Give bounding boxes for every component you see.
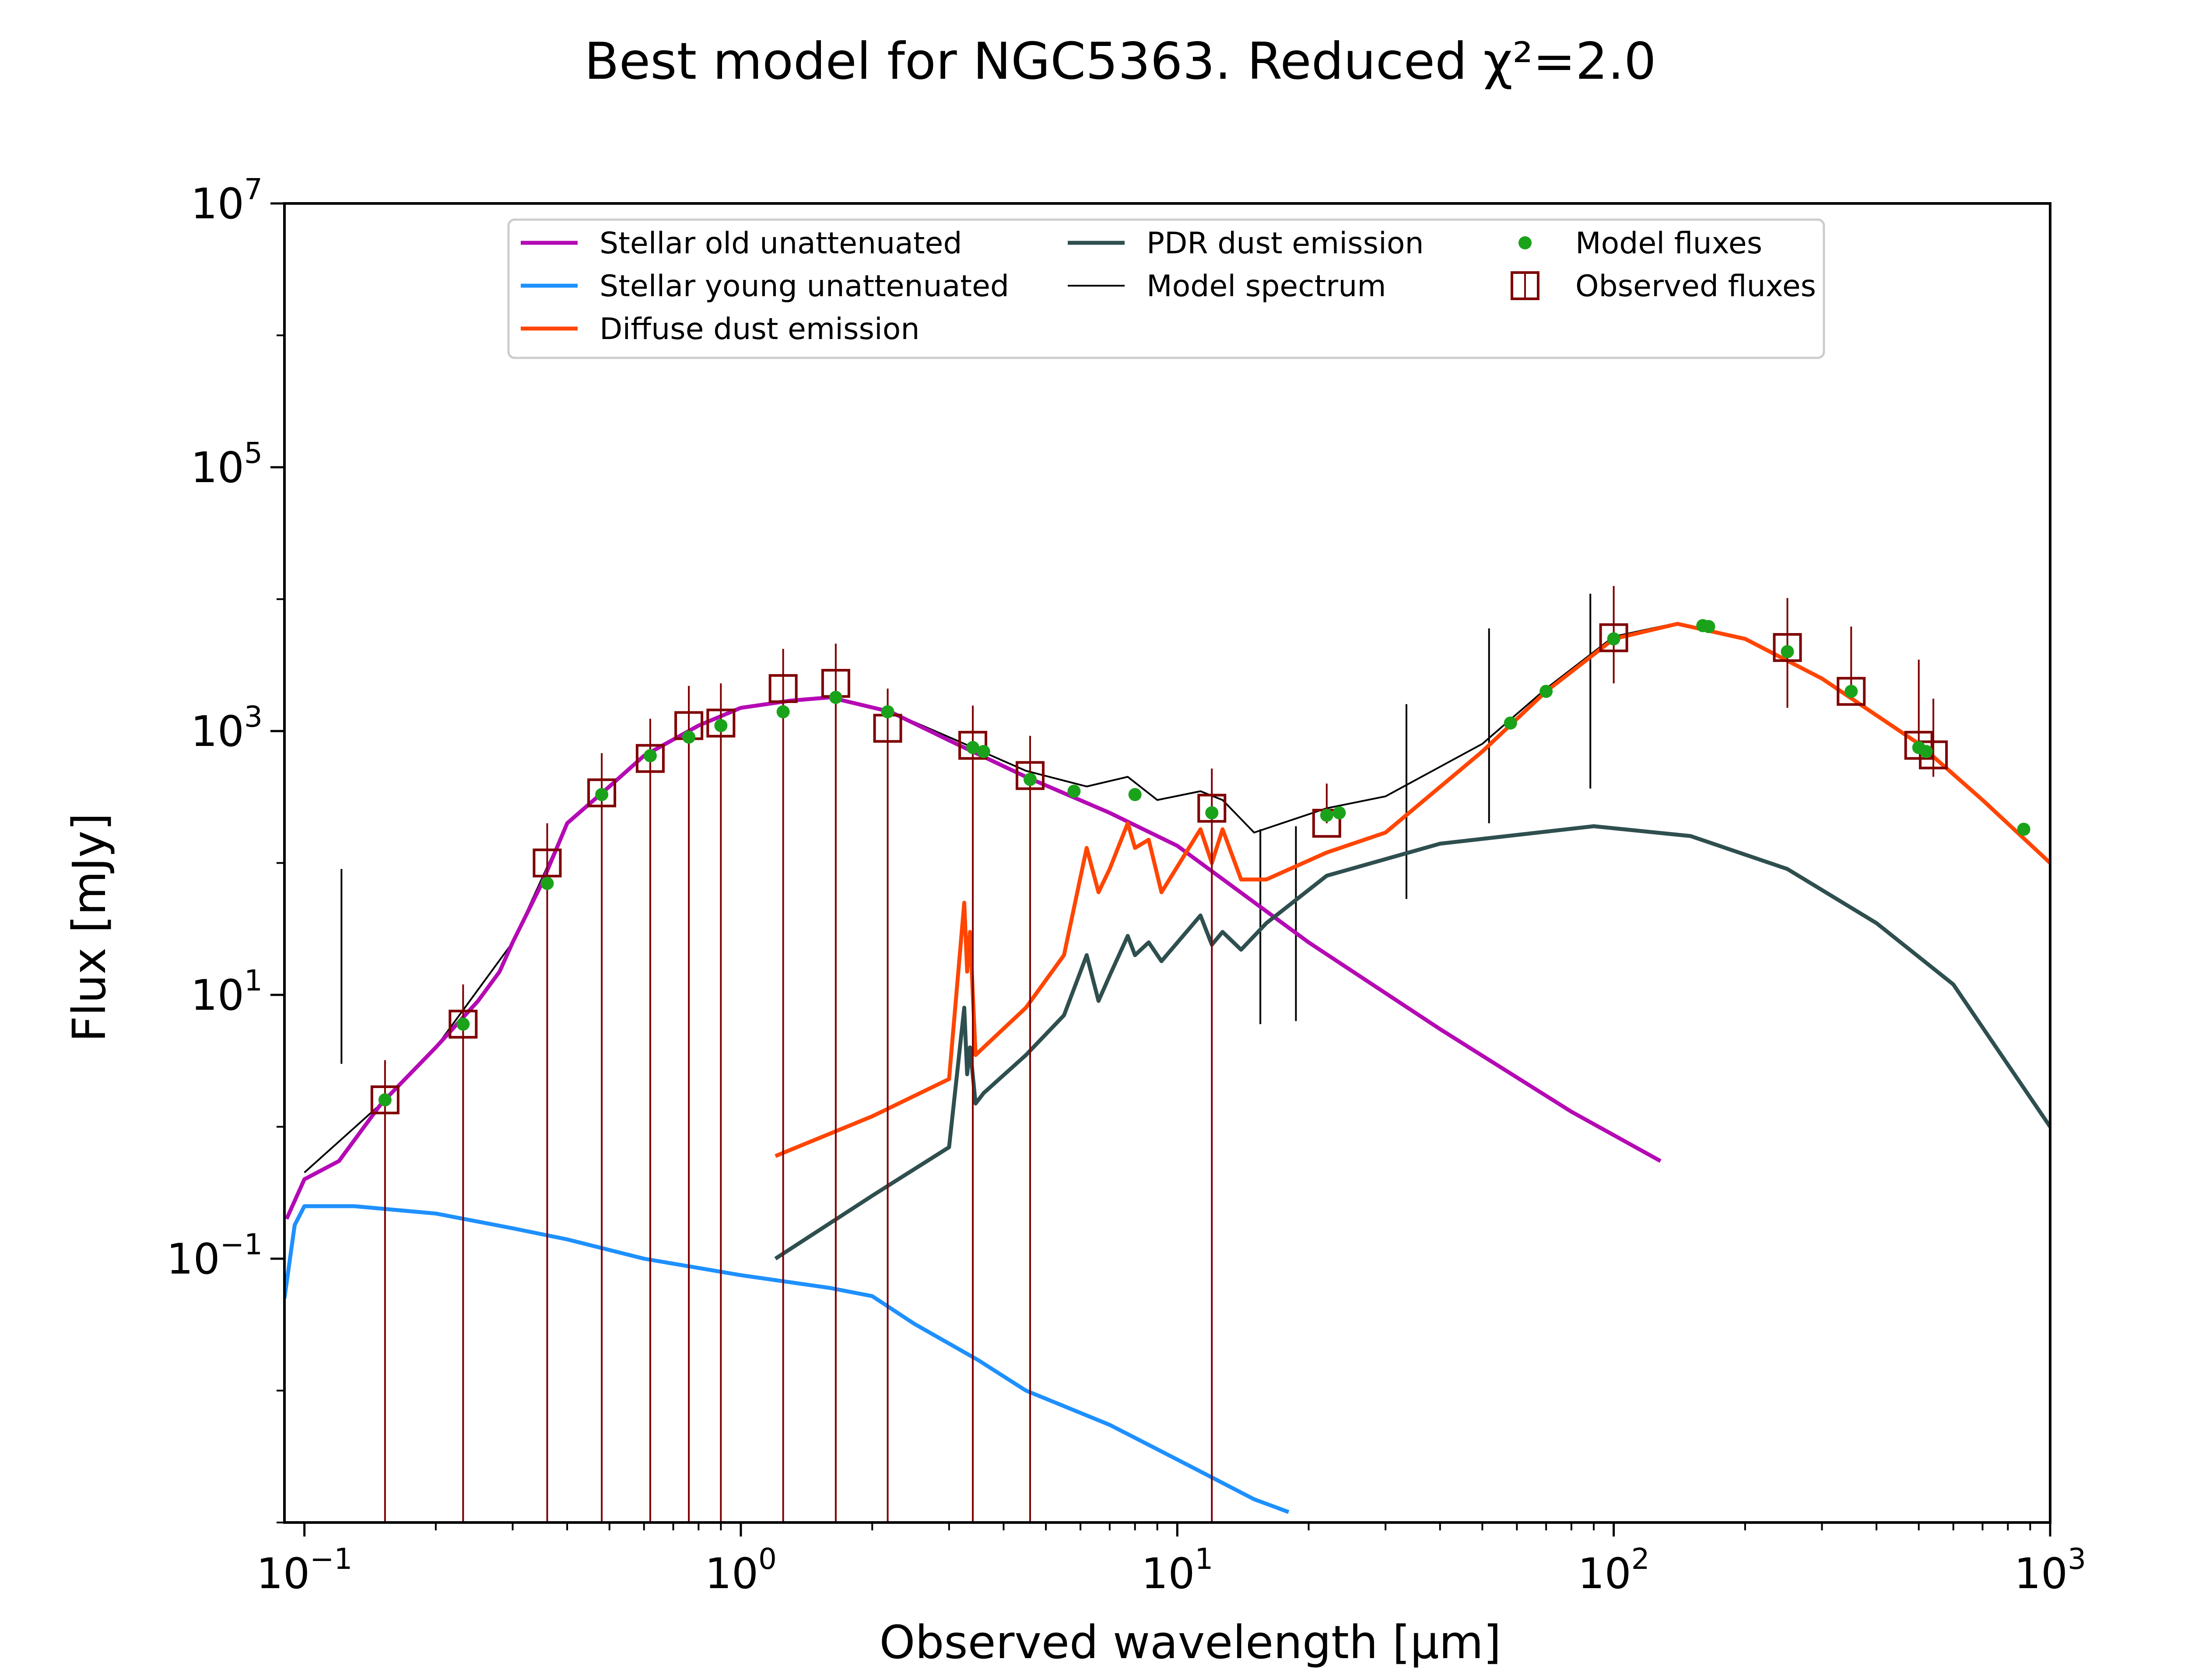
legend-item: Stellar old unattenuated — [521, 226, 962, 261]
legend-item: Observed fluxes — [1511, 269, 1816, 304]
model-flux-point — [1607, 632, 1620, 646]
observed-flux-marker — [587, 778, 617, 808]
y-tick-label: 103 — [191, 700, 263, 756]
legend-label: Stellar young unattenuated — [600, 269, 1009, 304]
observed-flux-marker — [958, 731, 988, 760]
model-flux-point — [643, 749, 657, 763]
observed-flux-marker — [370, 1085, 400, 1114]
plot-area — [284, 586, 2050, 1522]
model-flux-point — [977, 745, 990, 758]
model-flux-point — [714, 719, 728, 732]
model-flux-point — [1023, 773, 1037, 786]
legend-item: Stellar young unattenuated — [521, 269, 1009, 304]
pdr-dust-line — [774, 824, 2050, 1260]
legend-frame — [507, 218, 1825, 359]
observed-flux-marker — [533, 848, 562, 878]
model-flux-point — [595, 788, 609, 802]
model-flux-point — [378, 1093, 392, 1106]
model-flux-point — [1332, 806, 1346, 819]
x-axis-label: Observed wavelength [μm] — [880, 1616, 1501, 1669]
legend-item: Diffuse dust emission — [521, 312, 919, 346]
model-flux-point — [2017, 822, 2030, 836]
x-tick-label: 103 — [2014, 1542, 2086, 1598]
model-flux-point — [1205, 806, 1219, 819]
observed-flux-marker — [1599, 623, 1628, 652]
model-flux-point — [682, 730, 696, 744]
observed-flux-marker — [1015, 761, 1045, 790]
x-tick-label: 102 — [1578, 1542, 1650, 1598]
model-flux-point — [1702, 620, 1715, 634]
legend-label: Diffuse dust emission — [600, 312, 919, 346]
legend-label: Observed fluxes — [1575, 269, 1816, 304]
legend-label: Model fluxes — [1575, 226, 1762, 261]
observed-flux-marker — [1773, 633, 1802, 662]
y-axis-label: Flux [mJy] — [63, 813, 116, 1042]
x-tick-label: 100 — [705, 1542, 777, 1598]
model-flux-point — [881, 705, 894, 718]
legend-item: Model spectrum — [1068, 269, 1386, 304]
y-tick-label: 101 — [191, 964, 263, 1020]
observed-flux-marker — [706, 708, 736, 738]
y-tick-label: 105 — [191, 436, 263, 492]
observed-flux-marker — [449, 1009, 478, 1039]
model-flux-point — [1539, 685, 1553, 698]
model-flux-point — [456, 1017, 470, 1031]
x-tick-label: 101 — [1141, 1542, 1213, 1598]
model-flux-point — [1320, 808, 1333, 822]
model-flux-point — [1504, 716, 1517, 730]
model-flux-point — [540, 877, 554, 890]
y-tick-label: 107 — [191, 172, 263, 228]
observed-flux-marker — [1919, 740, 1948, 770]
model-flux-point — [1128, 788, 1142, 802]
legend-item: PDR dust emission — [1068, 226, 1424, 261]
observed-flux-marker — [635, 744, 665, 773]
legend-label: PDR dust emission — [1147, 226, 1424, 261]
model-flux-point — [829, 691, 842, 704]
observed-flux-marker — [1197, 794, 1227, 823]
legend-swatch — [1518, 236, 1532, 249]
y-tick-label: 10−1 — [167, 1228, 263, 1284]
x-tick-label: 10−1 — [256, 1542, 352, 1598]
stellar-old-line — [284, 695, 1662, 1220]
legend-label: Model spectrum — [1147, 269, 1386, 304]
model-flux-point — [1067, 784, 1081, 798]
observed-flux-marker — [768, 674, 798, 703]
stellar-young-line — [284, 1204, 1290, 1514]
observed-flux-marker — [1904, 731, 1933, 760]
model-flux-point — [966, 741, 980, 754]
model-flux-point — [1919, 745, 1933, 758]
legend: Stellar old unattenuated Stellar young un… — [507, 218, 1825, 359]
legend-label: Stellar old unattenuated — [600, 226, 962, 261]
model-flux-point — [776, 705, 790, 718]
model-spectrum-line — [304, 622, 2050, 1173]
axes: 10−1 100 101 102 103 10−1 101 103 105 107 — [167, 172, 2086, 1598]
model-flux-point — [1844, 685, 1858, 698]
model-flux-point — [1781, 645, 1794, 658]
diffuse-dust-line — [775, 622, 2050, 1158]
observed-flux-marker — [1837, 677, 1866, 706]
chart-title: Best model for NGC5363. Reduced χ²=2.0 — [584, 32, 1656, 91]
legend-item: Model fluxes — [1518, 226, 1762, 261]
